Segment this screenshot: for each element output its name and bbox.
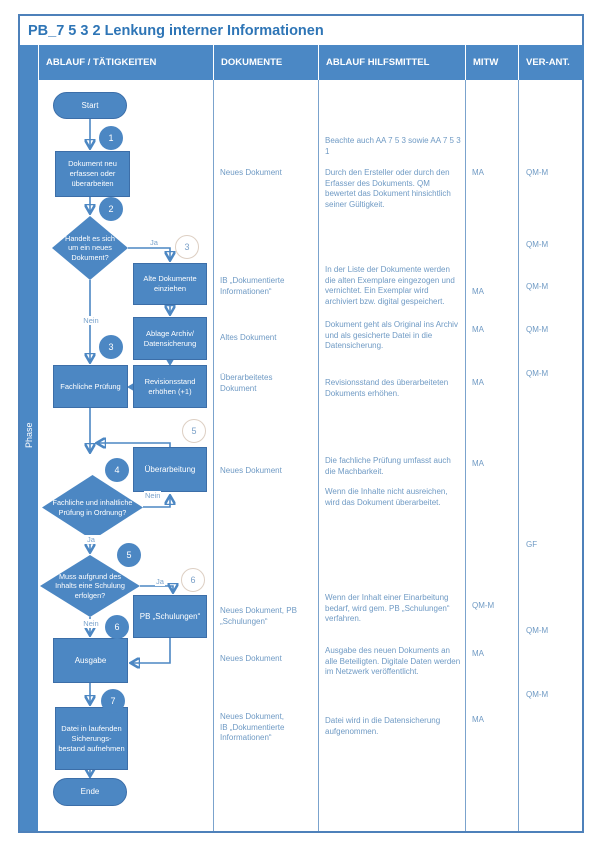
branch-label-nein: Nein	[144, 491, 162, 500]
step-badge-2: 2	[99, 197, 123, 221]
flow-box-fachliche-pruefung: Fachliche Prüfung	[53, 365, 128, 408]
step-badge-outline-5: 5	[182, 419, 206, 443]
tool-cell: Datei wird in die Datensicherung aufgeno…	[325, 716, 441, 736]
column-divider	[518, 80, 519, 831]
document-cell: Neues Dokument	[220, 654, 282, 663]
mitw-cell: MA	[472, 378, 484, 387]
verant-cell: QM-M	[526, 690, 549, 699]
step-badge-outline-6: 6	[181, 568, 205, 592]
document-cell: Neues Dokument, PB „Schulungen“	[220, 606, 297, 626]
branch-label-ja: Ja	[149, 238, 159, 247]
step-badge-1: 1	[99, 126, 123, 150]
flow-box-revisionsstand: Revisionsstand erhöhen (+1)	[133, 365, 207, 408]
flow-box-ablage-archiv: Ablage Archiv/ Datensicherung	[133, 317, 207, 360]
tool-cell: Dokument geht als Original ins Archiv un…	[325, 320, 458, 350]
page-title: PB_7 5 3 2 Lenkung interner Informatione…	[28, 23, 324, 39]
tool-cell: Die fachliche Prüfung umfasst auch die M…	[325, 456, 451, 476]
mitw-cell: MA	[472, 715, 484, 724]
mitw-cell: MA	[472, 325, 484, 334]
document-cell: Neues Dokument	[220, 168, 282, 177]
column-header-mitw: MITW	[465, 45, 518, 80]
column-header-verant: VER-ANT.	[518, 45, 584, 80]
column-header-documents: DOKUMENTE	[213, 45, 318, 80]
document-cell: Neues Dokument, IB „Dokumentierte Inform…	[220, 712, 285, 742]
column-header-activities: ABLAUF / TÄTIGKEITEN	[39, 45, 213, 80]
column-divider	[318, 80, 319, 831]
step-badge-7: 7	[101, 689, 125, 713]
document-cell: Neues Dokument	[220, 466, 282, 475]
tool-cell: Wenn die Inhalte nicht ausreichen, wird …	[325, 487, 448, 507]
branch-label-nein: Nein	[77, 316, 105, 325]
verant-cell: QM-M	[526, 325, 549, 334]
column-header-tools: ABLAUF HILFSMITTEL	[318, 45, 465, 80]
column-divider	[213, 80, 214, 831]
tool-cell: Wenn der Inhalt einer Einarbeitung bedar…	[325, 593, 450, 623]
document-cell: IB „Dokumentierte Informationen“	[220, 276, 285, 296]
flow-box-datei-sicherung: Datei in laufenden Sicherungs- bestand a…	[55, 707, 128, 770]
mitw-cell: MA	[472, 287, 484, 296]
branch-label-ja: Ja	[155, 577, 165, 586]
branch-label-ja: Ja	[77, 535, 105, 544]
tool-cell: Ausgabe des neuen Dokuments an alle Bete…	[325, 646, 461, 676]
column-divider	[465, 80, 466, 831]
flow-box-alte-dokumente: Alte Dokumente einziehen	[133, 263, 207, 305]
document-cell: Altes Dokument	[220, 333, 277, 342]
step-badge-4: 4	[105, 458, 129, 482]
flow-box-ueberarbeitung: Überarbeitung	[133, 447, 207, 492]
step-badge-outline-3: 3	[175, 235, 199, 259]
flow-end-node: Ende	[53, 778, 127, 806]
branch-label-nein: Nein	[77, 619, 105, 628]
flow-box-pb-schulungen: PB „Schulungen“	[133, 595, 207, 638]
tool-cell: Beachte auch AA 7 5 3 sowie AA 7 5 3 1	[325, 136, 461, 156]
mitw-cell: MA	[472, 649, 484, 658]
flow-start-node: Start	[53, 92, 127, 119]
tool-cell: In der Liste der Dokumente werden die al…	[325, 265, 455, 306]
step-badge-5: 5	[117, 543, 141, 567]
step-badge-6: 6	[105, 615, 129, 639]
verant-cell: QM-M	[526, 282, 549, 291]
flow-box-new-document: Dokument neu erfassen oder überarbeiten	[55, 151, 130, 197]
tool-cell: Revisionsstand des überarbeiteten Dokume…	[325, 378, 449, 398]
verant-cell: QM-M	[526, 369, 549, 378]
verant-cell: GF	[526, 540, 538, 549]
phase-sidebar	[20, 45, 38, 831]
flow-box-ausgabe: Ausgabe	[53, 638, 128, 683]
mitw-cell: MA	[472, 168, 484, 177]
mitw-cell: MA	[472, 459, 484, 468]
mitw-cell: QM-M	[472, 601, 495, 610]
step-badge-3: 3	[99, 335, 123, 359]
verant-cell: QM-M	[526, 240, 549, 249]
verant-cell: QM-M	[526, 626, 549, 635]
table-header-row: ABLAUF / TÄTIGKEITEN DOKUMENTE ABLAUF HI…	[39, 45, 584, 80]
verant-cell: QM-M	[526, 168, 549, 177]
document-cell: Überarbeitetes Dokument	[220, 373, 273, 393]
tool-cell: Durch den Ersteller oder durch den Erfas…	[325, 168, 451, 209]
